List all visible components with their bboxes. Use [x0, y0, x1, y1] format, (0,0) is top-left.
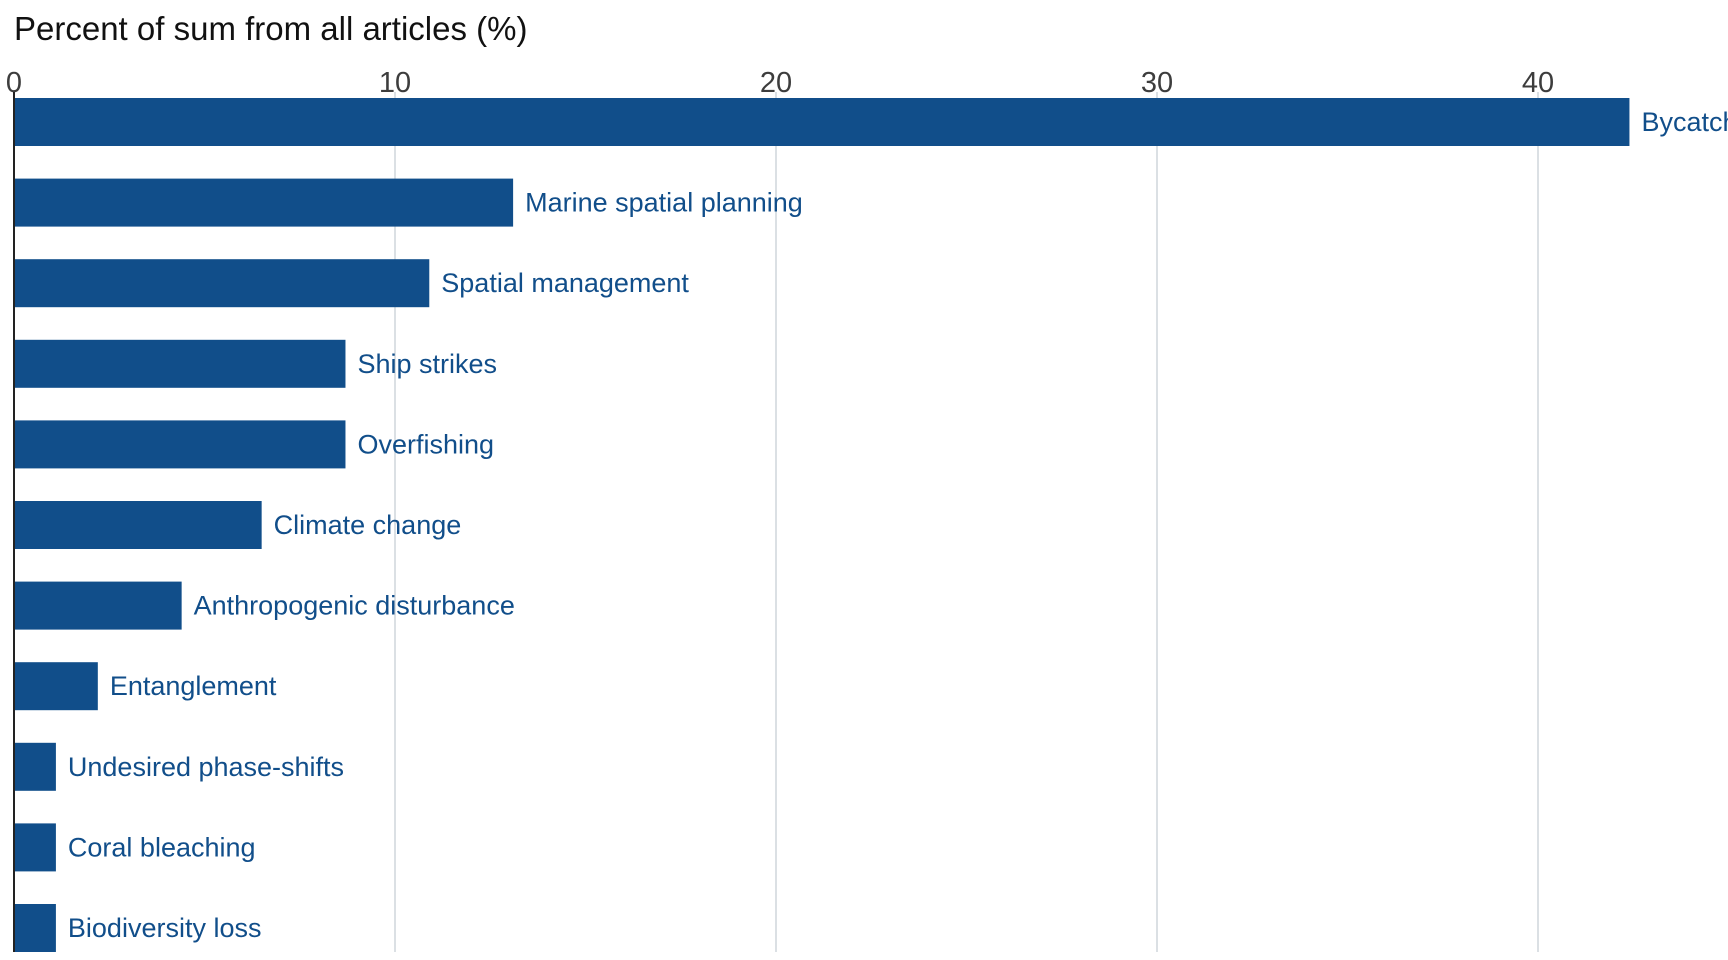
bar: [14, 501, 262, 549]
x-tick-label: 40: [1522, 67, 1554, 99]
bar: [14, 662, 98, 711]
bar-label: Entanglement: [110, 671, 277, 701]
bar-label: Spatial management: [441, 268, 689, 298]
x-tick-label: 0: [6, 67, 22, 99]
gridlines: [394, 92, 1539, 952]
bar-labels: Bycatch Marine spatial planning Spatial ma…: [68, 107, 1728, 943]
bar-label: Biodiversity loss: [68, 913, 262, 943]
bar-label: Marine spatial planning: [525, 188, 803, 218]
bars: [14, 98, 1630, 952]
bar-label: Bycatch: [1641, 107, 1728, 137]
bar: [14, 823, 56, 872]
bar-label: Coral bleaching: [68, 832, 256, 862]
x-tick-label: 10: [379, 67, 411, 99]
bar-label: Undesired phase-shifts: [68, 752, 344, 782]
bar: [14, 904, 56, 952]
x-axis-ticks: 0 10 20 30 40: [6, 67, 1554, 99]
bar-label: Climate change: [274, 510, 462, 540]
bar: [14, 742, 56, 791]
bar: [14, 178, 514, 227]
bar: [14, 581, 182, 630]
bar: [14, 98, 1630, 146]
bar: [14, 339, 346, 388]
chart-title: Percent of sum from all articles (%): [14, 10, 527, 47]
bar: [14, 259, 430, 308]
x-tick-label: 30: [1141, 67, 1173, 99]
bar-label: Ship strikes: [357, 349, 497, 379]
bar: [14, 420, 346, 469]
bar-label: Overfishing: [357, 429, 494, 459]
x-tick-label: 20: [760, 67, 792, 99]
bar-label: Anthropogenic disturbance: [194, 591, 515, 621]
